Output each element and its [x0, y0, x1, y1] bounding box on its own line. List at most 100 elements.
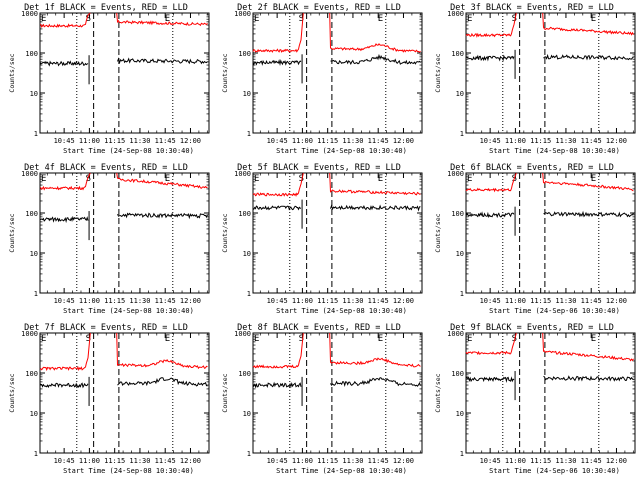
- lld-rate-line: [39, 332, 91, 372]
- detector-panel-3: Det 3f BLACK = Events, RED = LLD 1 10 100 10…: [426, 0, 639, 160]
- eclipse-marker-label: E: [378, 334, 383, 344]
- event-rate-line: [252, 205, 302, 211]
- event-rate-line: [543, 375, 634, 382]
- x-axis-label: Start Time (24-Sep-08 10:30:40): [489, 147, 620, 155]
- y-tick-label: 10: [243, 410, 251, 418]
- x-tick-label: 11:00: [292, 297, 313, 305]
- x-tick-label: 12:00: [606, 457, 627, 465]
- y-tick-label: 1: [247, 130, 251, 138]
- x-tick-label: 11:45: [581, 457, 602, 465]
- detector-panel-9: Det 9f BLACK = Events, RED = LLD 1 10 100 10…: [426, 320, 639, 480]
- x-tick-label: 11:15: [530, 297, 551, 305]
- y-tick-label: 100: [25, 370, 38, 378]
- y-tick-label: 100: [451, 210, 464, 218]
- saa-marker-label: S: [299, 14, 304, 24]
- x-tick-label: 12:00: [180, 457, 201, 465]
- y-tick-label: 10: [243, 250, 251, 258]
- detector-panel-6: Det 6f BLACK = Events, RED = LLD 1 10 100 10…: [426, 160, 639, 320]
- x-axis-label: Start Time (24-Sep-06 10:30:40): [489, 307, 620, 315]
- y-tick-label: 100: [238, 50, 251, 58]
- lightcurve-plot: Det 9f BLACK = Events, RED = LLD 1 10 100 10…: [434, 323, 636, 475]
- eclipse-marker-label: E: [591, 14, 596, 24]
- lld-rate-line: [465, 332, 517, 356]
- y-axis-label: Counts/sec: [434, 373, 442, 412]
- y-tick-label: 1: [460, 130, 464, 138]
- lld-rate-line: [39, 172, 91, 191]
- eclipse-marker-label: E: [254, 14, 259, 24]
- event-rate-line: [465, 54, 515, 62]
- lld-rate-line: [252, 12, 304, 53]
- lightcurve-plot: Det 7f BLACK = Events, RED = LLD 1 10 100 10…: [8, 323, 210, 475]
- x-axis-label: Start Time (24-Sep-08 10:30:40): [63, 307, 194, 315]
- y-tick-label: 10: [456, 90, 464, 98]
- saa-marker-label: S: [512, 14, 517, 24]
- event-rate-line: [39, 382, 89, 389]
- chart-title: Det 4f BLACK = Events, RED = LLD: [24, 163, 188, 173]
- event-rate-line: [117, 212, 208, 220]
- saa-marker-label: S: [86, 174, 91, 184]
- eclipse-marker-label: E: [591, 334, 596, 344]
- y-tick-label: 1: [34, 450, 38, 458]
- x-tick-label: 10:45: [267, 297, 288, 305]
- eclipse-marker-label: E: [41, 174, 46, 184]
- lld-rate-line: [329, 12, 421, 53]
- chart-title: Det 7f BLACK = Events, RED = LLD: [24, 323, 188, 333]
- x-tick-label: 10:45: [54, 297, 75, 305]
- y-axis-label: Counts/sec: [221, 53, 229, 92]
- x-tick-label: 11:15: [104, 137, 125, 145]
- eclipse-marker-label: E: [41, 14, 46, 24]
- x-tick-label: 11:45: [155, 457, 176, 465]
- event-rate-line: [117, 57, 208, 65]
- x-tick-label: 11:30: [342, 457, 363, 465]
- x-tick-label: 11:15: [317, 457, 338, 465]
- event-rate-line: [252, 58, 302, 66]
- x-tick-label: 10:45: [267, 137, 288, 145]
- eclipse-marker-label: E: [254, 334, 259, 344]
- lightcurve-plot: Det 1f BLACK = Events, RED = LLD 1 10 100 10…: [8, 3, 210, 155]
- x-axis-label: Start Time (24-Sep-06 10:30:40): [489, 467, 620, 475]
- y-tick-label: 1000: [447, 10, 464, 18]
- x-tick-label: 12:00: [180, 297, 201, 305]
- eclipse-marker-label: E: [467, 174, 472, 184]
- x-tick-label: 11:00: [505, 297, 526, 305]
- lld-rate-line: [465, 172, 517, 193]
- x-tick-label: 11:15: [317, 297, 338, 305]
- saa-marker-label: S: [86, 334, 91, 344]
- eclipse-marker-label: E: [378, 14, 383, 24]
- x-tick-label: 10:45: [54, 137, 75, 145]
- x-axis-label: Start Time (24-Sep-08 10:30:40): [276, 147, 407, 155]
- plot-frame: [465, 12, 636, 134]
- x-tick-label: 12:00: [606, 137, 627, 145]
- plot-frame: [252, 172, 423, 294]
- detector-panel-5: Det 5f BLACK = Events, RED = LLD 1 10 100 10…: [213, 160, 426, 320]
- lld-rate-line: [39, 12, 91, 29]
- x-tick-label: 11:00: [79, 457, 100, 465]
- x-tick-label: 11:00: [79, 297, 100, 305]
- y-axis-label: Counts/sec: [8, 213, 16, 252]
- event-rate-line: [543, 210, 634, 218]
- x-tick-label: 12:00: [180, 137, 201, 145]
- y-tick-label: 100: [25, 50, 38, 58]
- event-rate-line: [330, 377, 421, 387]
- y-tick-label: 10: [30, 90, 38, 98]
- y-tick-label: 1000: [21, 330, 38, 338]
- y-tick-label: 1: [247, 290, 251, 298]
- plot-frame: [465, 172, 636, 294]
- y-tick-label: 100: [25, 210, 38, 218]
- lld-rate-line: [542, 172, 634, 192]
- lld-rate-line: [465, 12, 517, 38]
- lightcurve-plot: Det 6f BLACK = Events, RED = LLD 1 10 100 10…: [434, 163, 636, 315]
- x-tick-label: 11:15: [104, 457, 125, 465]
- y-tick-label: 1000: [21, 170, 38, 178]
- x-axis-label: Start Time (24-Sep-08 10:30:40): [63, 147, 194, 155]
- eclipse-marker-label: E: [165, 14, 170, 24]
- y-tick-label: 100: [238, 210, 251, 218]
- plot-frame: [252, 12, 423, 134]
- y-tick-label: 10: [456, 410, 464, 418]
- x-tick-label: 11:30: [129, 137, 150, 145]
- event-rate-line: [330, 204, 421, 212]
- x-tick-label: 11:30: [342, 137, 363, 145]
- x-tick-label: 12:00: [393, 137, 414, 145]
- lightcurve-plot: Det 5f BLACK = Events, RED = LLD 1 10 100 10…: [221, 163, 423, 315]
- eclipse-marker-label: E: [467, 14, 472, 24]
